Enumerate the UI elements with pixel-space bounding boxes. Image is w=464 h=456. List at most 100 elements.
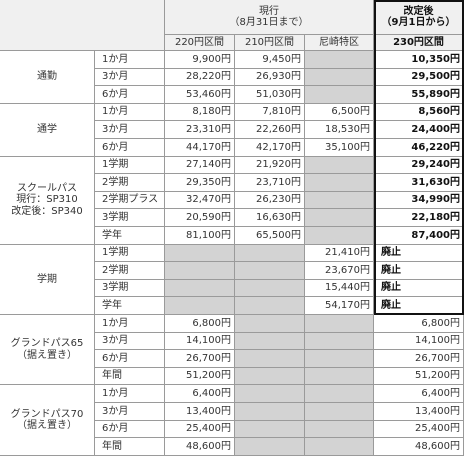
fare-cell-vama — [305, 209, 374, 227]
fare-cell-v220: 27,140円 — [165, 156, 235, 175]
period-label: 2学期プラス — [95, 191, 165, 210]
fare-cell-v220 — [165, 244, 235, 263]
fare-cell-v210: 26,930円 — [235, 68, 305, 87]
fare-cell-v220: 51,200円 — [165, 367, 235, 386]
fare-cell-vama: 54,170円 — [305, 297, 374, 315]
revised-fare-title: 改定後 — [403, 5, 434, 17]
fare-cell-v210 — [235, 403, 305, 421]
fare-cell-v210: 26,230円 — [235, 191, 305, 210]
fare-cell-vama: 18,530円 — [305, 121, 374, 139]
revised-fare-cell: 13,400円 — [374, 403, 464, 421]
col-header-210: 210円区間 — [235, 35, 305, 51]
period-label: 6か月 — [95, 139, 165, 157]
period-label: 学年 — [95, 227, 165, 245]
abolished-label: 廃止 — [374, 279, 464, 298]
fare-cell-vama — [305, 68, 374, 87]
revised-fare-cell: 22,180円 — [374, 209, 464, 227]
fare-cell-v220: 53,460円 — [165, 86, 235, 104]
fare-cell-vama — [305, 86, 374, 104]
abolished-label: 廃止 — [374, 262, 464, 280]
current-fare-subtitle: （8月31日まで） — [229, 17, 309, 28]
fare-cell-vama — [305, 332, 374, 351]
period-label: 3学期 — [95, 209, 165, 227]
fare-cell-vama — [305, 350, 374, 368]
revised-fare-cell: 46,220円 — [374, 139, 464, 157]
group-label: グランドパス65 （据え置き） — [0, 315, 95, 386]
group-label-line: 改定後：SP340 — [11, 205, 83, 217]
fare-cell-vama: 15,440円 — [305, 279, 374, 298]
fare-cell-v210 — [235, 244, 305, 263]
fare-cell-v220: 9,900円 — [165, 51, 235, 69]
fare-cell-v210 — [235, 332, 305, 351]
fare-cell-vama: 21,410円 — [305, 244, 374, 263]
fare-cell-v220: 29,350円 — [165, 174, 235, 192]
fare-cell-v220: 6,400円 — [165, 385, 235, 403]
period-label: 3学期 — [95, 279, 165, 298]
revised-fare-cell: 8,560円 — [374, 103, 464, 122]
revised-fare-cell: 31,630円 — [374, 174, 464, 192]
group-label: グランドパス70 （据え置き） — [0, 385, 95, 456]
group-label-line: （据え置き） — [17, 349, 77, 361]
fare-cell-v210 — [235, 350, 305, 368]
fare-cell-vama — [305, 227, 374, 245]
fare-cell-v210: 22,260円 — [235, 121, 305, 139]
fare-cell-vama — [305, 403, 374, 421]
group-label-line: 通勤 — [37, 71, 57, 83]
fare-cell-v210 — [235, 420, 305, 439]
fare-cell-v210: 21,920円 — [235, 156, 305, 175]
fare-cell-v210: 42,170円 — [235, 139, 305, 157]
group-label: 通勤 — [0, 51, 95, 104]
fare-cell-v220 — [165, 262, 235, 280]
revised-fare-cell: 51,200円 — [374, 367, 464, 386]
period-label: 学年 — [95, 297, 165, 315]
revised-fare-cell: 14,100円 — [374, 332, 464, 351]
fare-cell-vama: 6,500円 — [305, 103, 374, 122]
col-header-220: 220円区間 — [165, 35, 235, 51]
group-label-line: （据え置き） — [17, 420, 77, 432]
period-label: 3か月 — [95, 403, 165, 421]
group-label-line: スクールパス — [17, 182, 77, 194]
period-label: 6か月 — [95, 86, 165, 104]
period-label: 3か月 — [95, 121, 165, 139]
revised-fare-cell: 25,400円 — [374, 420, 464, 439]
fare-cell-v210 — [235, 315, 305, 333]
period-label: 1か月 — [95, 385, 165, 403]
group-label: スクールパス 現行：SP310 改定後：SP340 — [0, 156, 95, 245]
fare-cell-v210 — [235, 279, 305, 298]
period-label: 年間 — [95, 438, 165, 456]
period-label: 3か月 — [95, 332, 165, 351]
revised-fare-cell: 24,400円 — [374, 121, 464, 139]
revised-fare-cell: 26,700円 — [374, 350, 464, 368]
fare-cell-vama — [305, 385, 374, 403]
col-header-230: 230円区間 — [374, 35, 464, 51]
revised-fare-cell: 48,600円 — [374, 438, 464, 456]
col-header-amagasaki: 尼崎特区 — [305, 35, 374, 51]
period-label: 1か月 — [95, 315, 165, 333]
fare-cell-v220: 26,700円 — [165, 350, 235, 368]
fare-cell-v220: 6,800円 — [165, 315, 235, 333]
fare-cell-vama — [305, 420, 374, 439]
group-label-line: 現行：SP310 — [16, 194, 78, 206]
group-label: 通学 — [0, 103, 95, 157]
group-label-line: 通学 — [37, 123, 57, 135]
group-label-line: グランドパス70 — [10, 408, 84, 420]
revised-fare-header: 改定後 （9月1日から） — [374, 0, 464, 35]
fare-cell-v210: 51,030円 — [235, 86, 305, 104]
fare-cell-v220: 20,590円 — [165, 209, 235, 227]
fare-cell-v220: 44,170円 — [165, 139, 235, 157]
fare-cell-v220: 28,220円 — [165, 68, 235, 87]
fare-cell-v220 — [165, 297, 235, 315]
fare-cell-v220: 14,100円 — [165, 332, 235, 351]
fare-cell-vama — [305, 438, 374, 456]
period-label: 1学期 — [95, 244, 165, 263]
fare-cell-v220: 81,100円 — [165, 227, 235, 245]
revised-fare-cell: 55,890円 — [374, 86, 464, 104]
fare-cell-v210 — [235, 438, 305, 456]
fare-cell-v210: 23,710円 — [235, 174, 305, 192]
period-label: 1か月 — [95, 51, 165, 69]
fare-cell-v220: 23,310円 — [165, 121, 235, 139]
fare-cell-v220: 32,470円 — [165, 191, 235, 210]
fare-cell-vama — [305, 315, 374, 333]
fare-cell-v210: 9,450円 — [235, 51, 305, 69]
